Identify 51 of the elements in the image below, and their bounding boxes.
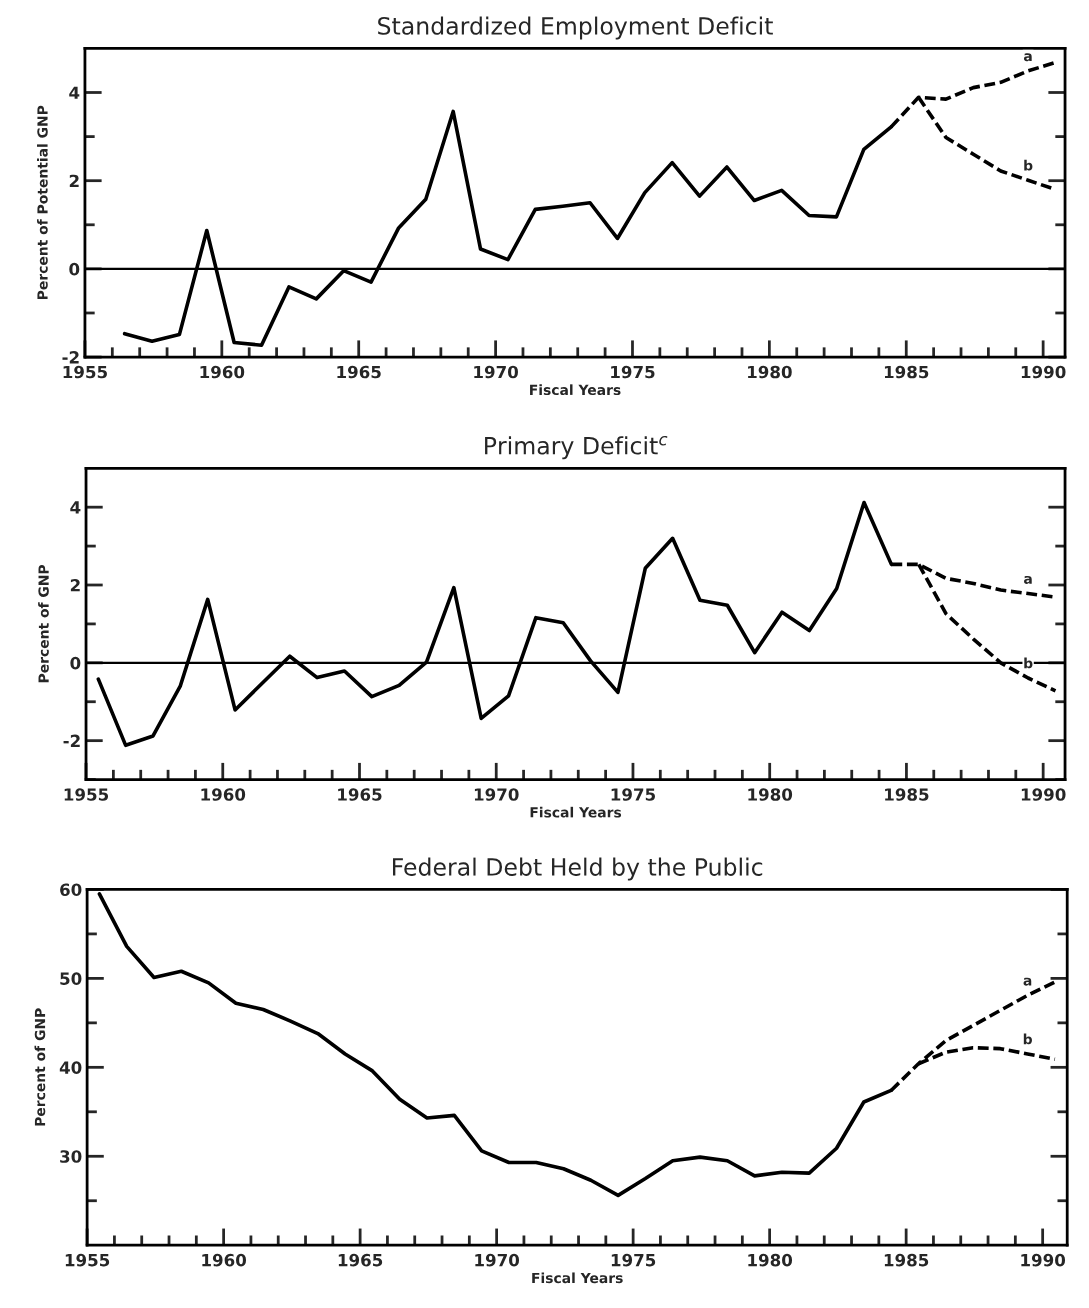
x-axis-title: Fiscal Years	[530, 384, 621, 396]
y-tick-label: 0	[70, 656, 81, 670]
y-axis-title: Percent of Potential GNP	[37, 105, 48, 300]
x-tick-label: 1970	[475, 1253, 520, 1267]
x-tick-label: 1990	[1021, 788, 1066, 801]
x-tick-label: 1970	[474, 788, 519, 801]
y-tick-label: 4	[70, 501, 81, 514]
y-axis-title: Percent of GNP	[34, 1008, 46, 1126]
x-tick-label: 1975	[611, 788, 655, 801]
x-tick-label: 1990	[1021, 1253, 1066, 1267]
x-tick-label: 1955	[65, 1253, 110, 1267]
x-tick-label: 1985	[884, 1253, 929, 1267]
x-tick-label: 1965	[337, 365, 381, 379]
series-label: a	[1024, 575, 1032, 584]
chart-title: Standardized Employment Deficit	[378, 16, 773, 40]
series-label: a	[1023, 977, 1032, 986]
y-tick-label: 2	[69, 174, 79, 188]
x-tick-label: 1970	[474, 365, 518, 379]
chart-title: Primary Deficit$^{c}$	[485, 435, 668, 460]
x-tick-label: 1965	[338, 1253, 383, 1267]
x-tick-label: 1975	[611, 1253, 656, 1267]
y-tick-label: 60	[60, 883, 82, 897]
y-tick-label: 0	[69, 262, 80, 276]
series-label: a	[1023, 53, 1032, 62]
y-tick-label: 40	[59, 1061, 82, 1074]
y-tick-label: -2	[62, 351, 79, 364]
x-tick-label: 1955	[63, 365, 107, 379]
x-axis-title: Fiscal Years	[530, 806, 622, 818]
y-tick-label: 4	[69, 86, 80, 99]
x-tick-label: 1980	[748, 788, 793, 801]
x-tick-label: 1990	[1021, 365, 1066, 379]
chart-title: Federal Debt Held by the Public	[393, 857, 763, 881]
series-label: b	[1023, 1033, 1032, 1045]
x-tick-label: 1965	[338, 788, 382, 801]
x-tick-label: 1960	[201, 788, 246, 801]
x-tick-label: 1980	[748, 365, 792, 379]
x-axis-title: Fiscal Years	[532, 1272, 623, 1284]
y-tick-label: 2	[70, 578, 80, 592]
x-tick-label: 1985	[884, 365, 929, 379]
x-tick-label: 1975	[611, 365, 655, 379]
x-tick-label: 1955	[64, 788, 109, 801]
y-tick-label: 30	[60, 1150, 82, 1163]
y-tick-label: -2	[63, 734, 80, 747]
series-label: b	[1024, 657, 1033, 669]
series-label: b	[1024, 159, 1033, 171]
x-tick-label: 1985	[885, 788, 929, 801]
y-axis-title: Percent of GNP	[38, 564, 49, 683]
y-tick-label: 50	[60, 972, 82, 985]
x-tick-label: 1980	[748, 1253, 793, 1267]
x-tick-label: 1960	[200, 365, 245, 379]
x-tick-label: 1960	[202, 1253, 247, 1267]
